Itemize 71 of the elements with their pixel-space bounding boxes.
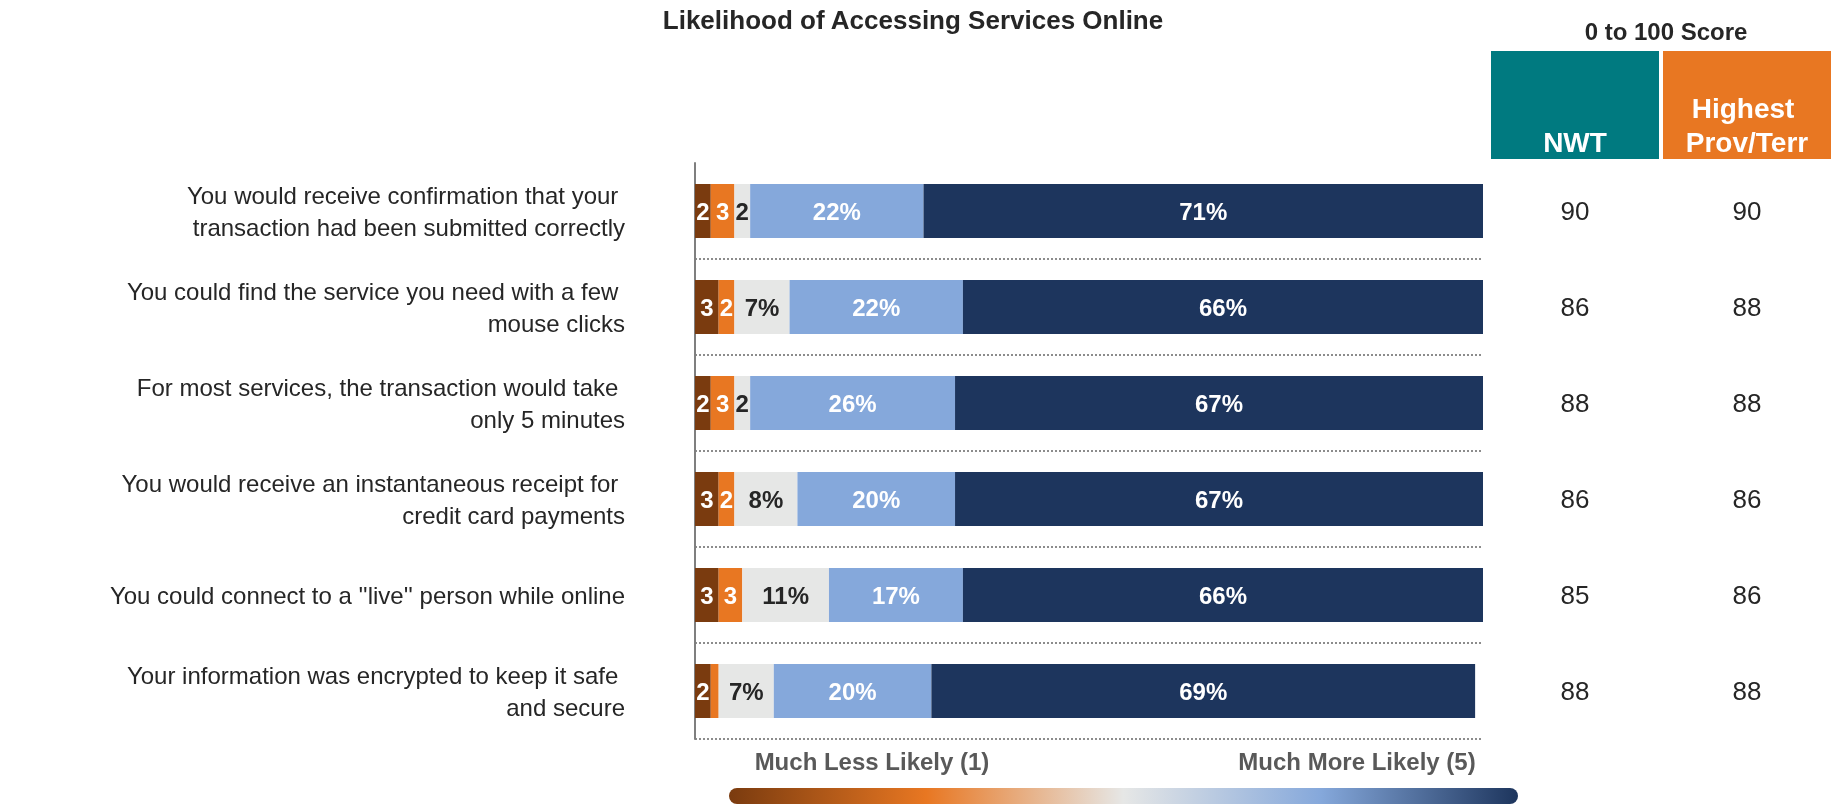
data-label: 88 <box>1732 292 1762 322</box>
chart-title: Likelihood of Accessing Services Online <box>662 5 1164 35</box>
data-label: 3 <box>700 581 714 609</box>
data-label: 3 <box>700 485 714 513</box>
data-label: 67% <box>1195 389 1244 417</box>
bar <box>828 568 963 622</box>
data-label: 2 <box>719 293 734 321</box>
data-label: 20% <box>852 485 901 513</box>
bar <box>695 280 719 334</box>
data-label: 3 <box>715 389 730 417</box>
bar <box>962 280 1483 334</box>
data-label: 7% <box>728 677 764 705</box>
data-label: 22% <box>852 293 901 321</box>
data-label: 2 <box>696 389 710 417</box>
data-label: 11% <box>762 581 809 609</box>
data-label: 88 <box>1560 676 1590 706</box>
data-label: 88 <box>1560 388 1590 418</box>
x-tick-label: Highest Prov/Terr <box>1685 92 1809 158</box>
bar <box>742 568 829 622</box>
data-label: 26% <box>828 389 877 417</box>
data-label: 66% <box>1198 581 1247 609</box>
data-label: 3 <box>715 197 730 225</box>
data-label: 17% <box>871 581 920 609</box>
bar <box>695 568 719 622</box>
data-label: 86 <box>1560 292 1590 322</box>
bar <box>797 472 956 526</box>
bar <box>923 184 1483 238</box>
y-tick-label: You would receive an instantaneous receipt for credit card payments <box>121 469 625 529</box>
bar <box>750 184 924 238</box>
bar <box>931 664 1476 718</box>
data-label: 3 <box>723 581 738 609</box>
bar <box>750 376 956 430</box>
y-tick-label: For most services, the transaction would take only 5 minutes <box>136 373 625 433</box>
y-tick-label: Your information was encrypted to keep it safe and secure <box>126 661 625 721</box>
data-label: 20% <box>828 677 877 705</box>
bar <box>710 664 719 718</box>
bar <box>789 280 963 334</box>
data-label: 66% <box>1198 293 1247 321</box>
data-label: 69% <box>1179 677 1228 705</box>
data-label: 8% <box>748 485 784 513</box>
bar <box>773 664 932 718</box>
x-tick-label: NWT <box>1543 126 1607 158</box>
data-label: 22% <box>812 197 861 225</box>
y-tick-label: You could connect to a ''live'' person while online <box>109 581 625 609</box>
text: Much Less Likely (1) <box>753 748 991 776</box>
bar <box>955 376 1483 430</box>
data-label: 85 <box>1560 580 1590 610</box>
data-label: 2 <box>696 677 710 705</box>
data-label: 2 <box>696 197 710 225</box>
y-tick-label: You could find the service you need with a few mouse clicks <box>126 277 625 337</box>
text: Much More Likely (5) <box>1237 748 1477 776</box>
data-label: 88 <box>1732 676 1762 706</box>
data-label: 86 <box>1732 580 1762 610</box>
bar <box>695 472 719 526</box>
data-label: 90 <box>1560 196 1590 226</box>
data-label: 7% <box>744 293 780 321</box>
data-label: 67% <box>1195 485 1244 513</box>
y-tick-label: You would receive confirmation that your transaction had been submitted correctly <box>186 181 625 241</box>
chart-title: 0 to 100 Score <box>1584 17 1748 45</box>
bar <box>962 568 1483 622</box>
data-label: 86 <box>1732 484 1762 514</box>
data-label: 90 <box>1732 196 1762 226</box>
data-label: 71% <box>1179 197 1228 225</box>
data-label: 88 <box>1732 388 1762 418</box>
data-label: 2 <box>719 485 734 513</box>
data-label: 2 <box>735 197 749 225</box>
data-label: 2 <box>735 389 749 417</box>
bar <box>955 472 1483 526</box>
data-label: 3 <box>700 293 714 321</box>
data-label: 86 <box>1560 484 1590 514</box>
bar <box>734 280 790 334</box>
